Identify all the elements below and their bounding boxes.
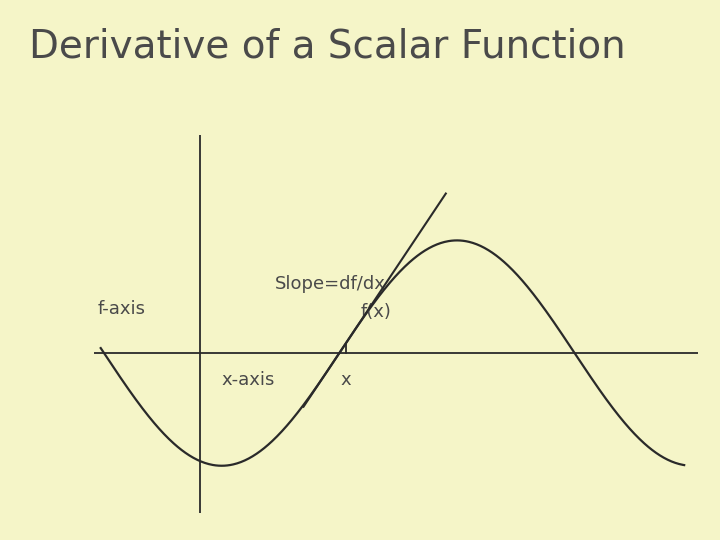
- Text: f(x): f(x): [361, 303, 391, 321]
- Text: f-axis: f-axis: [97, 300, 145, 319]
- Text: Slope=df/dx: Slope=df/dx: [275, 275, 386, 293]
- Text: Derivative of a Scalar Function: Derivative of a Scalar Function: [29, 27, 626, 65]
- Text: x: x: [341, 372, 351, 389]
- Text: x-axis: x-axis: [222, 372, 275, 389]
